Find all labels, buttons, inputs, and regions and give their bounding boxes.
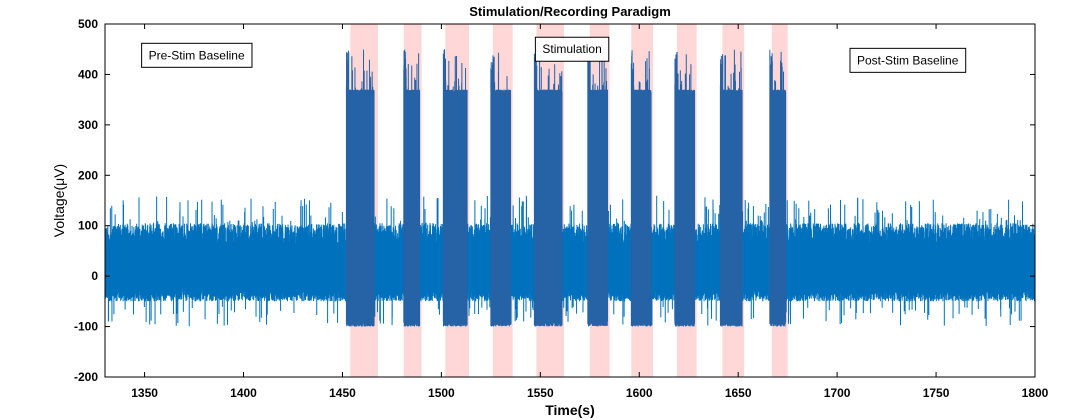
- tick-layer: 1350 1400 1450 1500 1550 1600 1650 1700 1750 1800…: [74, 17, 1049, 400]
- y-tick-label: 300: [78, 118, 98, 132]
- annotation-layer: Pre-Stim Baseline Stimulation Post-Stim Ba…: [141, 36, 967, 73]
- annotation-box: Post-Stim Baseline: [849, 47, 967, 73]
- x-tick-label: 1800: [1022, 386, 1049, 400]
- x-tick-label: 1450: [329, 386, 356, 400]
- x-tick-label: 1550: [527, 386, 554, 400]
- baseline-signal-trace: [104, 195, 1036, 327]
- y-tick-label: -100: [74, 320, 98, 334]
- annotation-box: Pre-Stim Baseline: [141, 42, 253, 68]
- annotation-frame: [534, 36, 610, 62]
- voltage-signal-layer: [104, 49, 1036, 327]
- y-tick-label: 200: [78, 168, 98, 182]
- x-tick-label: 1400: [230, 386, 257, 400]
- annotation-frame: [141, 42, 253, 68]
- stimulation-burst-trace: [490, 52, 512, 327]
- annotation-text: Post-Stim Baseline: [857, 53, 959, 67]
- stimulation-burst-trace: [587, 50, 609, 327]
- x-tick-label: 1500: [428, 386, 455, 400]
- chart-title: Stimulation/Recording Paradigm: [469, 4, 671, 19]
- y-axis-title: Voltage(μV): [51, 164, 67, 237]
- stimulation-burst-trace: [345, 49, 375, 327]
- x-tick-label: 1700: [824, 386, 851, 400]
- stimulation-burst-trace: [674, 52, 696, 327]
- annotation-box: Stimulation: [534, 36, 610, 62]
- stimulation-burst-trace: [769, 49, 787, 327]
- annotation-text: Stimulation: [542, 42, 601, 56]
- plot-frame: [104, 23, 1036, 378]
- y-tick-label: 400: [78, 67, 98, 81]
- stimulation-burst-trace: [442, 49, 468, 327]
- x-tick-label: 1350: [131, 386, 158, 400]
- annotation-text: Pre-Stim Baseline: [149, 48, 245, 62]
- annotation-frame: [849, 47, 967, 73]
- stimulation-burst-trace: [403, 49, 421, 327]
- stimulation-burst-trace: [533, 49, 563, 327]
- y-tick-label: 100: [78, 219, 98, 233]
- x-axis-title: Time(s): [545, 402, 595, 418]
- y-tick-label: -200: [74, 370, 98, 384]
- stimulation-burst-trace: [630, 50, 652, 327]
- y-tick-label: 500: [78, 17, 98, 31]
- x-tick-label: 1600: [626, 386, 653, 400]
- x-tick-label: 1750: [923, 386, 950, 400]
- stimulation-burst-trace: [719, 49, 743, 327]
- y-tick-label: 0: [91, 269, 98, 283]
- x-tick-label: 1650: [725, 386, 752, 400]
